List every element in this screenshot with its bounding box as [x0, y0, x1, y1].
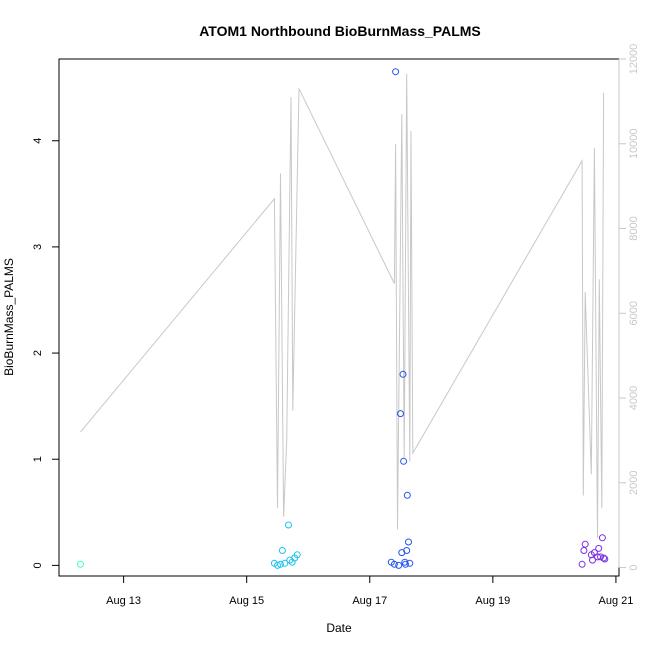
x-tick-label: Aug 15 [229, 595, 264, 607]
data-point [277, 560, 284, 568]
secondary-y-axis: 0 2000 4000 6000 8000 10000 12000 [618, 44, 640, 571]
y-axis-label: BioBurnMass_PALMS [2, 258, 16, 376]
chart-title: ATOM1 Northbound BioBurnMass_PALMS [199, 23, 481, 39]
data-point [578, 560, 586, 568]
data-point [278, 547, 286, 554]
data-point [77, 560, 84, 568]
secondary-y-tick-label: 2000 [628, 471, 640, 495]
secondary-y-tick-label: 6000 [628, 301, 640, 325]
y-tick-label: 0 [32, 562, 44, 568]
y-tick-label: 3 [32, 244, 44, 250]
data-point [274, 561, 281, 569]
data-point [405, 538, 412, 546]
data-point [400, 457, 408, 465]
data-point [595, 544, 603, 552]
x-tick-label: Aug 19 [475, 595, 510, 607]
data-point [589, 556, 596, 564]
data-point [600, 554, 608, 562]
series-line [80, 73, 605, 538]
points-layer [77, 68, 609, 569]
data-point [598, 534, 606, 542]
data-point [390, 560, 398, 568]
data-point [581, 540, 589, 548]
x-tick-label: Aug 13 [106, 595, 141, 607]
plot-frame [58, 58, 620, 577]
data-point [402, 560, 409, 568]
data-point [395, 561, 403, 569]
secondary-y-tick-label: 8000 [628, 216, 640, 240]
data-point [580, 547, 588, 554]
data-point [601, 555, 609, 563]
data-point [403, 547, 411, 554]
data-point [399, 370, 407, 378]
secondary-y-tick-label: 0 [628, 564, 640, 570]
y-tick-label: 1 [32, 456, 44, 462]
y-axis: 0 1 2 3 4 [32, 138, 60, 568]
data-point [293, 551, 301, 559]
data-point [392, 68, 400, 76]
series-line-layer [80, 73, 605, 538]
x-tick-label: Aug 17 [352, 595, 387, 607]
y-tick-label: 2 [32, 350, 44, 356]
data-point [406, 559, 414, 567]
data-point [403, 491, 411, 499]
data-point [397, 410, 404, 418]
data-point [285, 521, 292, 529]
data-point [281, 559, 289, 567]
y-tick-label: 4 [32, 138, 44, 144]
secondary-y-tick-label: 10000 [628, 128, 640, 159]
secondary-y-tick-label: 12000 [628, 44, 640, 75]
data-point [597, 553, 604, 561]
x-axis: Aug 13 Aug 15 Aug 17 Aug 19 Aug 21 [106, 575, 633, 607]
secondary-y-tick-label: 4000 [628, 386, 640, 410]
x-tick-label: Aug 21 [598, 595, 633, 607]
x-axis-label: Date [326, 621, 352, 635]
